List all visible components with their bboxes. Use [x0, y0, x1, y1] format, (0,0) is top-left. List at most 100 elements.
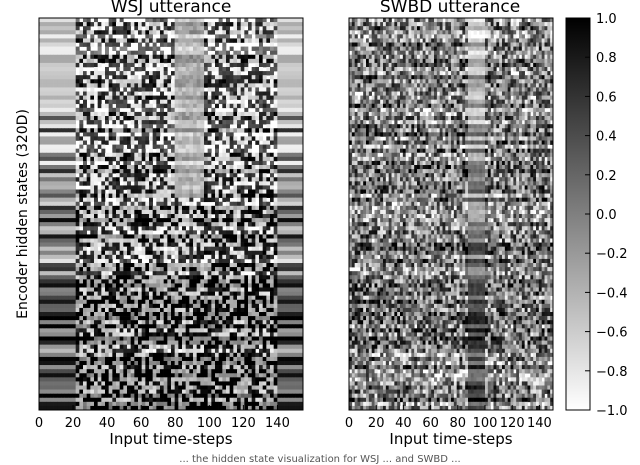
heatmap-cell — [163, 214, 168, 219]
heatmap-cell — [273, 201, 278, 207]
heatmap-cell — [240, 38, 245, 43]
heatmap-cell — [108, 95, 113, 100]
heatmap-cell — [222, 34, 227, 39]
heatmap-cell — [112, 128, 117, 133]
heatmap-cell — [105, 38, 109, 43]
heatmap-cell — [156, 214, 161, 219]
heatmap-cell — [94, 205, 98, 211]
heatmap-cell — [72, 246, 76, 252]
heatmap-cell — [108, 22, 113, 27]
heatmap-cell — [75, 22, 80, 27]
heatmap-cell — [39, 193, 43, 198]
heatmap-cell — [90, 324, 95, 329]
heatmap-cell — [185, 30, 190, 35]
heatmap-cell — [178, 291, 183, 296]
heatmap-cell — [138, 160, 142, 166]
heatmap-cell — [281, 295, 285, 301]
heatmap-cell — [134, 152, 139, 158]
heatmap-cell — [171, 222, 175, 227]
heatmap-cell — [222, 271, 227, 276]
heatmap-cell — [281, 54, 285, 60]
heatmap-cell — [288, 111, 293, 117]
heatmap-cell — [295, 226, 300, 231]
heatmap-cell — [46, 99, 51, 105]
heatmap-cell — [233, 91, 238, 96]
heatmap-cell — [284, 128, 289, 133]
heatmap-cell — [61, 279, 65, 284]
heatmap-cell — [215, 181, 219, 186]
heatmap-cell — [72, 258, 76, 264]
heatmap-cell — [39, 291, 43, 296]
heatmap-cell — [46, 120, 51, 125]
heatmap-cell — [64, 226, 69, 231]
heatmap-cell — [218, 279, 223, 284]
heatmap-cell — [75, 193, 80, 198]
heatmap-cell — [46, 189, 51, 194]
heatmap-cell — [116, 38, 120, 43]
heatmap-cell — [174, 267, 179, 272]
heatmap-cell — [64, 136, 69, 141]
heatmap-cell — [94, 132, 98, 137]
heatmap-cell — [207, 275, 212, 280]
heatmap-cell — [193, 99, 197, 105]
heatmap-cell — [75, 38, 80, 43]
heatmap-cell — [141, 95, 146, 100]
heatmap-cell — [262, 291, 267, 296]
heatmap-cell — [255, 152, 260, 158]
heatmap-cell — [248, 87, 252, 92]
heatmap-cell — [167, 275, 172, 280]
heatmap-cell — [79, 148, 84, 154]
heatmap-cell — [101, 246, 106, 252]
heatmap-cell — [163, 38, 168, 43]
heatmap-cell — [281, 99, 285, 105]
heatmap-cell — [189, 320, 194, 325]
heatmap-cell — [277, 283, 282, 288]
heatmap-cell — [196, 263, 201, 268]
heatmap-cell — [149, 124, 153, 129]
heatmap-cell — [112, 18, 117, 23]
heatmap-cell — [50, 83, 54, 88]
heatmap-cell — [207, 71, 212, 76]
heatmap-cell — [160, 303, 164, 309]
heatmap-cell — [200, 34, 205, 39]
heatmap-cell — [61, 291, 65, 296]
heatmap-cell — [292, 34, 296, 39]
heatmap-cell — [270, 307, 274, 313]
heatmap-cell — [127, 324, 131, 329]
heatmap-cell — [68, 67, 73, 72]
heatmap-cell — [255, 307, 260, 313]
heatmap-cell — [295, 197, 300, 203]
heatmap-cell — [262, 169, 267, 174]
heatmap-cell — [86, 242, 91, 247]
heatmap-cell — [39, 246, 43, 252]
heatmap-cell — [156, 22, 161, 27]
heatmap-cell — [277, 189, 282, 194]
heatmap-cell — [248, 295, 252, 301]
heatmap-cell — [237, 91, 241, 96]
heatmap-cell — [149, 246, 153, 252]
heatmap-cell — [50, 18, 54, 23]
heatmap-cell — [178, 246, 183, 252]
heatmap-cell — [145, 79, 150, 84]
heatmap-cell — [141, 197, 146, 203]
heatmap-cell — [79, 271, 84, 276]
heatmap-cell — [215, 238, 219, 243]
heatmap-cell — [127, 26, 131, 31]
heatmap-cell — [204, 291, 208, 296]
heatmap-cell — [288, 87, 293, 92]
heatmap-cell — [141, 83, 146, 88]
heatmap-cell — [64, 177, 69, 182]
heatmap-cell — [72, 87, 76, 92]
heatmap-cell — [259, 222, 263, 227]
heatmap-cell — [237, 111, 241, 117]
heatmap-cell — [262, 324, 267, 329]
heatmap-cell — [222, 144, 227, 149]
heatmap-cell — [226, 50, 230, 56]
heatmap-cell — [149, 54, 153, 60]
heatmap-cell — [270, 83, 274, 88]
heatmap-cell — [233, 230, 238, 235]
heatmap-cell — [178, 160, 183, 166]
heatmap-cell — [116, 291, 120, 296]
heatmap-cell — [281, 185, 285, 190]
heatmap-cell — [138, 58, 142, 64]
